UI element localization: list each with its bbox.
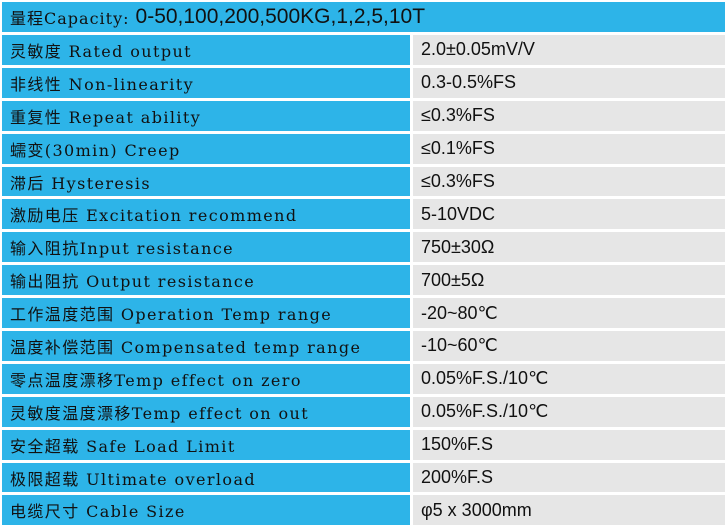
spec-label: 安全超载 Safe Load Limit bbox=[2, 429, 410, 460]
table-row: 激励电压 Excitation recommend 5-10VDC bbox=[2, 199, 725, 230]
table-row: 灵敏度 Rated output 2.0±0.05mV/V bbox=[2, 35, 725, 65]
table-row: 滞后 Hysteresis ≤0.3%FS bbox=[2, 166, 725, 197]
capacity-header: 量程Capacity: 0-50,100,200,500KG,1,2,5,10T bbox=[2, 2, 725, 32]
spec-label: 工作温度范围 Operation Temp range bbox=[2, 298, 410, 329]
spec-label: 灵敏度温度漂移Temp effect on out bbox=[2, 396, 410, 427]
spec-label: 蠕变(30min) Creep bbox=[2, 133, 410, 164]
table-row: 安全超载 Safe Load Limit 150%F.S bbox=[2, 429, 725, 460]
spec-value: 200%F.S bbox=[413, 462, 725, 493]
spec-label: 输出阻抗 Output resistance bbox=[2, 265, 410, 296]
table-row: 重复性 Repeat ability ≤0.3%FS bbox=[2, 100, 725, 131]
spec-label: 温度补偿范围 Compensated temp range bbox=[2, 331, 410, 361]
spec-label: 极限超载 Ultimate overload bbox=[2, 462, 410, 493]
spec-value: 5-10VDC bbox=[413, 199, 725, 230]
spec-label: 电缆尺寸 Cable Size bbox=[2, 495, 410, 526]
spec-value: ≤0.3%FS bbox=[413, 166, 725, 197]
spec-label: 灵敏度 Rated output bbox=[2, 35, 410, 65]
spec-label: 零点温度漂移Temp effect on zero bbox=[2, 363, 410, 394]
spec-value: 150%F.S bbox=[413, 429, 725, 460]
table-row: 零点温度漂移Temp effect on zero 0.05%F.S./10℃ bbox=[2, 363, 725, 394]
spec-value: -10~60℃ bbox=[413, 331, 725, 361]
capacity-label: 量程Capacity: bbox=[10, 9, 130, 28]
table-row: 电缆尺寸 Cable Size φ5 x 3000mm bbox=[2, 495, 725, 526]
table-row: 输出阻抗 Output resistance 700±5Ω bbox=[2, 265, 725, 296]
table-row: 非线性 Non-linearity 0.3-0.5%FS bbox=[2, 67, 725, 98]
spec-value: 700±5Ω bbox=[413, 265, 725, 296]
spec-value: 0.05%F.S./10℃ bbox=[413, 363, 725, 394]
spec-value: -20~80℃ bbox=[413, 298, 725, 329]
spec-value: φ5 x 3000mm bbox=[413, 495, 725, 526]
spec-value: 2.0±0.05mV/V bbox=[413, 35, 725, 65]
spec-value: 0.3-0.5%FS bbox=[413, 67, 725, 98]
spec-label: 重复性 Repeat ability bbox=[2, 100, 410, 131]
table-row: 工作温度范围 Operation Temp range -20~80℃ bbox=[2, 298, 725, 329]
spec-label: 滞后 Hysteresis bbox=[2, 166, 410, 197]
spec-label: 输入阻抗Input resistance bbox=[2, 232, 410, 263]
capacity-value: 0-50,100,200,500KG,1,2,5,10T bbox=[135, 5, 426, 28]
spec-value: 750±30Ω bbox=[413, 232, 725, 263]
table-row: 温度补偿范围 Compensated temp range -10~60℃ bbox=[2, 331, 725, 361]
table-row: 极限超载 Ultimate overload 200%F.S bbox=[2, 462, 725, 493]
table-row: 输入阻抗Input resistance 750±30Ω bbox=[2, 232, 725, 263]
spec-value: ≤0.3%FS bbox=[413, 100, 725, 131]
table-row: 灵敏度温度漂移Temp effect on out 0.05%F.S./10℃ bbox=[2, 396, 725, 427]
spec-value: ≤0.1%FS bbox=[413, 133, 725, 164]
spec-label: 非线性 Non-linearity bbox=[2, 67, 410, 98]
spec-label: 激励电压 Excitation recommend bbox=[2, 199, 410, 230]
table-row: 蠕变(30min) Creep ≤0.1%FS bbox=[2, 133, 725, 164]
spec-value: 0.05%F.S./10℃ bbox=[413, 396, 725, 427]
